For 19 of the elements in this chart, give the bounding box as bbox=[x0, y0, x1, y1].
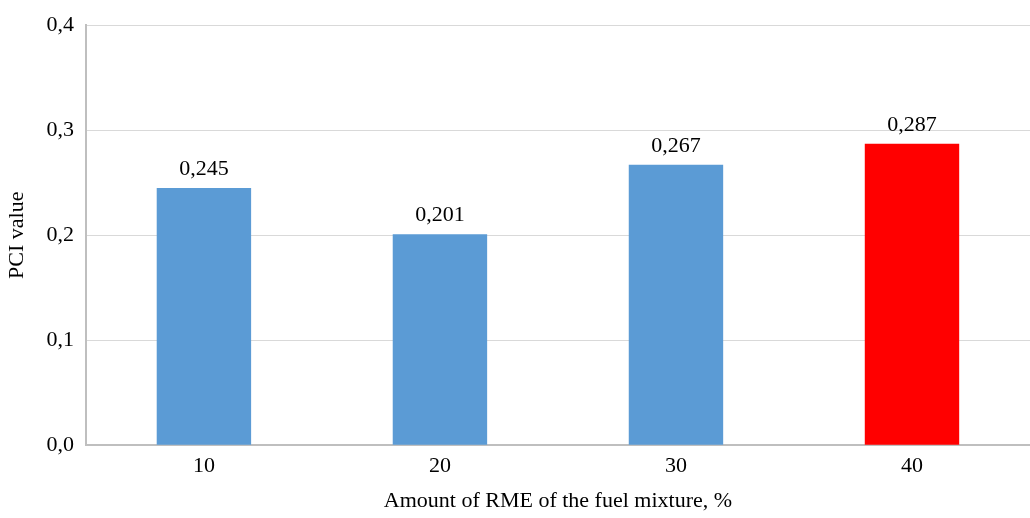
y-tick-label: 0,4 bbox=[46, 10, 74, 36]
data-label: 0,245 bbox=[179, 154, 229, 180]
bar bbox=[392, 234, 488, 445]
y-axis-title: PCI value bbox=[2, 191, 28, 279]
bar bbox=[864, 143, 960, 445]
y-tick-label: 0,3 bbox=[46, 115, 74, 141]
y-tick-label: 0,2 bbox=[46, 220, 74, 246]
x-tick-label: 20 bbox=[428, 452, 451, 478]
x-tick-label: 10 bbox=[192, 452, 215, 478]
bar bbox=[156, 187, 252, 445]
data-label: 0,267 bbox=[651, 131, 701, 157]
y-tick-label: 0,0 bbox=[46, 430, 74, 456]
data-label: 0,201 bbox=[415, 200, 465, 226]
bar bbox=[628, 164, 724, 445]
x-axis-title: Amount of RME of the fuel mixture, % bbox=[383, 486, 733, 512]
x-tick-label: 30 bbox=[664, 452, 687, 478]
x-tick-label: 40 bbox=[900, 452, 923, 478]
y-tick-label: 0,1 bbox=[46, 325, 74, 351]
data-label: 0,287 bbox=[887, 110, 937, 136]
